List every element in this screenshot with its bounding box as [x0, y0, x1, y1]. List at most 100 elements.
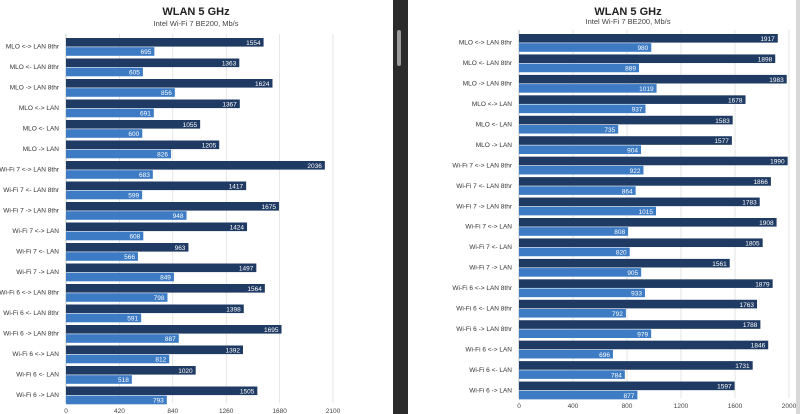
- data-label: 933: [631, 291, 642, 298]
- bar-series-2: [66, 354, 170, 364]
- data-label: 1392: [226, 348, 241, 355]
- bar-series-1: [519, 299, 758, 309]
- data-label: 1695: [264, 327, 279, 334]
- category-label: Wi-Fi 6 <-> LAN 8thr: [452, 285, 512, 292]
- scrollbar-track[interactable]: [393, 0, 408, 414]
- category-label: Wi-Fi 6 -> LAN: [469, 387, 512, 394]
- category-label: Wi-Fi 6 -> LAN 8thr: [3, 331, 60, 338]
- data-label: 1846: [751, 343, 766, 350]
- data-label: 1577: [714, 138, 729, 145]
- category-label: Wi-Fi 7 -> LAN: [469, 265, 512, 272]
- data-label: 1879: [755, 281, 770, 288]
- bar-series-2: [519, 247, 630, 257]
- data-label: 812: [155, 357, 166, 364]
- x-tick-label: 2000: [782, 403, 797, 410]
- chart-panel-right: WLAN 5 GHz Intel Wi-Fi 7 BE200, Mb/s 0 400 8…: [408, 0, 800, 414]
- bar-series-2: [519, 329, 652, 339]
- data-label: 904: [627, 147, 638, 154]
- category-label: Wi-Fi 7 <- LAN: [16, 249, 59, 256]
- bar-series-1: [66, 263, 257, 273]
- bar-series-2: [519, 145, 642, 155]
- bar-series-1: [519, 177, 771, 186]
- data-label: 599: [128, 193, 139, 200]
- category-label: MLO -> LAN: [476, 142, 513, 149]
- category-label: Wi-Fi 6 <-> LAN 8thr: [0, 290, 60, 297]
- bar-series-2: [519, 124, 619, 134]
- category-label: MLO <-> LAN 8thr: [459, 40, 513, 47]
- x-tick-label: 400: [568, 403, 579, 410]
- bar-series-2: [66, 211, 187, 220]
- data-label: 792: [612, 311, 623, 318]
- bar-series-2: [519, 349, 613, 359]
- data-label: 784: [611, 372, 622, 379]
- bar-series-1: [519, 320, 761, 329]
- bar-series-1: [66, 325, 282, 334]
- data-label: 1675: [261, 204, 276, 211]
- data-label: 2036: [307, 163, 322, 170]
- bar-series-1: [519, 115, 733, 125]
- window-edge: [796, 0, 800, 414]
- data-label: 887: [165, 336, 176, 343]
- category-label: Wi-Fi 7 <- LAN 8thr: [3, 187, 60, 194]
- x-tick-label: 1200: [674, 403, 689, 410]
- bar-series-1: [519, 279, 773, 288]
- data-label: 608: [129, 234, 140, 241]
- category-label: MLO -> LAN 8thr: [10, 85, 60, 92]
- bar-series-2: [519, 206, 657, 216]
- data-label: 605: [129, 70, 140, 77]
- x-tick-label: 800: [622, 403, 633, 410]
- bar-series-2: [519, 104, 646, 114]
- bar-series-2: [66, 231, 144, 241]
- chart-title: WLAN 5 GHz: [594, 6, 662, 18]
- category-label: Wi-Fi 7 <-> LAN: [12, 228, 59, 235]
- data-label: 1805: [745, 240, 760, 247]
- x-tick-label: 1260: [219, 408, 234, 414]
- category-label: Wi-Fi 7 <-> LAN: [465, 224, 512, 231]
- category-label: Wi-Fi 6 -> LAN 8thr: [456, 326, 513, 333]
- data-label: 1990: [770, 159, 785, 166]
- data-label: 1983: [769, 77, 784, 84]
- bar-series-2: [519, 390, 638, 400]
- category-label: Wi-Fi 7 -> LAN 8thr: [3, 208, 60, 215]
- bar-series-1: [66, 79, 273, 88]
- data-label: 1015: [639, 209, 654, 216]
- bar-series-1: [519, 197, 760, 207]
- bar-series-1: [519, 381, 735, 391]
- bar-series-1: [519, 136, 732, 145]
- x-tick-label: 420: [114, 408, 125, 414]
- bar-series-2: [519, 227, 629, 236]
- data-label: 856: [161, 90, 172, 97]
- category-label: MLO <-> LAN 8thr: [6, 44, 60, 51]
- data-label: 696: [599, 352, 610, 359]
- data-label: 566: [124, 254, 135, 261]
- bar-series-1: [66, 345, 243, 355]
- bar-series-2: [66, 293, 168, 302]
- category-label: Wi-Fi 7 <- LAN: [469, 244, 512, 251]
- bar-series-1: [66, 243, 189, 252]
- bar-series-1: [66, 38, 264, 47]
- bar-series-2: [66, 88, 175, 97]
- data-label: 1417: [229, 184, 244, 191]
- category-label: Wi-Fi 6 <-> LAN: [465, 346, 512, 353]
- data-label: 1597: [717, 384, 732, 391]
- data-label: 1561: [712, 261, 727, 268]
- data-label: 1678: [728, 97, 743, 104]
- data-label: 1783: [742, 200, 757, 207]
- bar-series-2: [519, 308, 626, 318]
- category-label: MLO <- LAN: [476, 121, 513, 128]
- bar-series-2: [66, 149, 172, 159]
- category-label: Wi-Fi 6 <- LAN: [469, 367, 512, 374]
- x-tick-label: 2100: [326, 408, 341, 414]
- data-label: 808: [614, 229, 625, 236]
- bar-series-1: [66, 181, 247, 191]
- bar-series-2: [66, 395, 167, 405]
- data-label: 1398: [226, 307, 241, 314]
- category-label: Wi-Fi 6 <-> LAN: [12, 351, 59, 358]
- category-label: MLO -> LAN 8thr: [463, 81, 513, 88]
- x-tick-label: 0: [517, 403, 521, 410]
- scrollbar-thumb[interactable]: [397, 30, 401, 66]
- category-label: MLO <-> LAN: [472, 101, 512, 108]
- data-label: 963: [175, 245, 186, 252]
- category-label: Wi-Fi 7 <-> LAN 8thr: [0, 167, 60, 174]
